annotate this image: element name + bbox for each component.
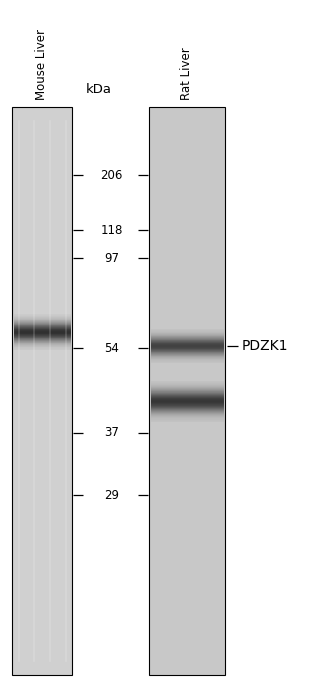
Text: kDa: kDa	[86, 84, 112, 96]
Text: Rat Liver: Rat Liver	[180, 48, 193, 100]
Text: 97: 97	[104, 252, 119, 264]
Text: 29: 29	[104, 489, 119, 502]
Text: 54: 54	[104, 342, 119, 354]
Text: 37: 37	[104, 426, 119, 439]
Text: PDZK1: PDZK1	[241, 339, 288, 353]
Text: 206: 206	[100, 169, 123, 181]
Text: 118: 118	[100, 224, 123, 237]
Bar	[149, 107, 225, 675]
Bar	[12, 107, 72, 675]
Text: Mouse Liver: Mouse Liver	[35, 29, 48, 100]
